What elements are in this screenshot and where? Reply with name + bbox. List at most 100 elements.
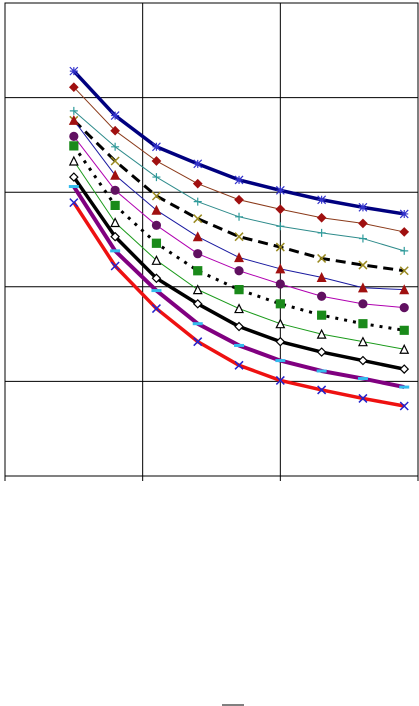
data-marker — [275, 185, 285, 195]
data-marker — [358, 299, 368, 309]
data-marker — [234, 252, 245, 263]
data-marker — [193, 214, 203, 224]
data-marker — [110, 125, 120, 136]
plot-frame — [4, 2, 419, 477]
data-marker — [234, 360, 244, 370]
data-marker — [192, 231, 203, 242]
series — [68, 82, 410, 237]
data-marker — [399, 343, 410, 354]
data-marker — [275, 204, 286, 215]
data-marker — [110, 231, 120, 242]
data-marker — [358, 218, 368, 229]
data-marker — [234, 232, 244, 242]
data-marker — [316, 347, 327, 357]
data-marker — [110, 217, 121, 228]
data-marker — [110, 261, 120, 271]
data-marker — [234, 175, 244, 185]
series — [68, 172, 410, 374]
series-line — [72, 144, 405, 332]
data-marker — [234, 321, 244, 332]
data-marker — [193, 249, 203, 259]
data-marker — [192, 178, 203, 189]
data-marker — [234, 285, 244, 295]
data-marker — [151, 191, 161, 201]
data-marker — [317, 253, 327, 263]
data-marker — [275, 242, 285, 252]
data-marker — [317, 385, 327, 395]
data-marker — [400, 246, 409, 255]
series — [69, 106, 409, 255]
data-marker — [192, 298, 203, 309]
series — [69, 131, 409, 313]
data-marker — [316, 271, 327, 282]
data-marker — [399, 364, 410, 374]
data-marker — [110, 169, 121, 180]
data-marker — [68, 82, 79, 93]
data-marker — [151, 204, 162, 215]
data-marker — [399, 209, 409, 219]
data-marker — [151, 220, 162, 230]
data-marker — [317, 310, 327, 320]
data-marker — [69, 131, 79, 141]
data-marker — [358, 319, 368, 329]
data-marker — [317, 195, 327, 205]
data-marker — [110, 185, 120, 195]
data-marker — [399, 284, 410, 295]
data-marker — [193, 266, 203, 276]
data-marker — [399, 227, 410, 237]
data-marker — [275, 299, 285, 309]
data-marker — [357, 282, 368, 293]
data-marker — [110, 156, 120, 166]
series — [68, 114, 410, 295]
data-marker — [69, 66, 79, 76]
data-marker — [193, 197, 202, 206]
data-marker — [193, 159, 203, 169]
data-marker — [275, 336, 286, 347]
data-marker — [275, 263, 286, 274]
data-marker — [151, 156, 162, 166]
data-marker — [358, 393, 368, 403]
data-marker — [399, 266, 409, 276]
data-marker — [357, 336, 368, 347]
data-marker — [151, 254, 162, 265]
data-marker — [317, 291, 327, 301]
data-marker — [316, 328, 327, 339]
data-marker — [151, 304, 161, 314]
data-marker — [111, 142, 120, 151]
data-marker — [358, 260, 368, 270]
series — [68, 185, 410, 390]
series — [69, 141, 409, 335]
data-marker — [68, 172, 79, 182]
data-marker — [358, 355, 368, 366]
data-marker — [358, 234, 367, 243]
data-marker — [399, 325, 409, 335]
data-marker — [399, 303, 409, 313]
series — [69, 66, 409, 219]
data-marker — [235, 212, 244, 221]
data-marker — [234, 303, 245, 314]
data-marker — [151, 273, 162, 284]
data-marker — [399, 401, 409, 411]
data-marker — [68, 114, 79, 125]
data-marker — [152, 173, 161, 182]
data-marker — [234, 194, 244, 205]
data-marker — [69, 198, 79, 208]
data-marker — [69, 106, 78, 115]
series — [69, 115, 409, 276]
data-marker — [110, 111, 120, 120]
data-marker — [68, 155, 79, 166]
series — [68, 155, 410, 354]
data-marker — [275, 375, 285, 385]
series — [69, 198, 409, 411]
data-marker — [69, 141, 79, 151]
data-marker — [110, 200, 120, 211]
data-marker — [275, 279, 285, 289]
data-marker — [358, 202, 368, 212]
data-marker — [152, 142, 161, 152]
data-marker — [276, 222, 285, 231]
data-marker — [317, 228, 326, 237]
data-marker — [316, 212, 327, 223]
data-marker — [151, 238, 162, 248]
